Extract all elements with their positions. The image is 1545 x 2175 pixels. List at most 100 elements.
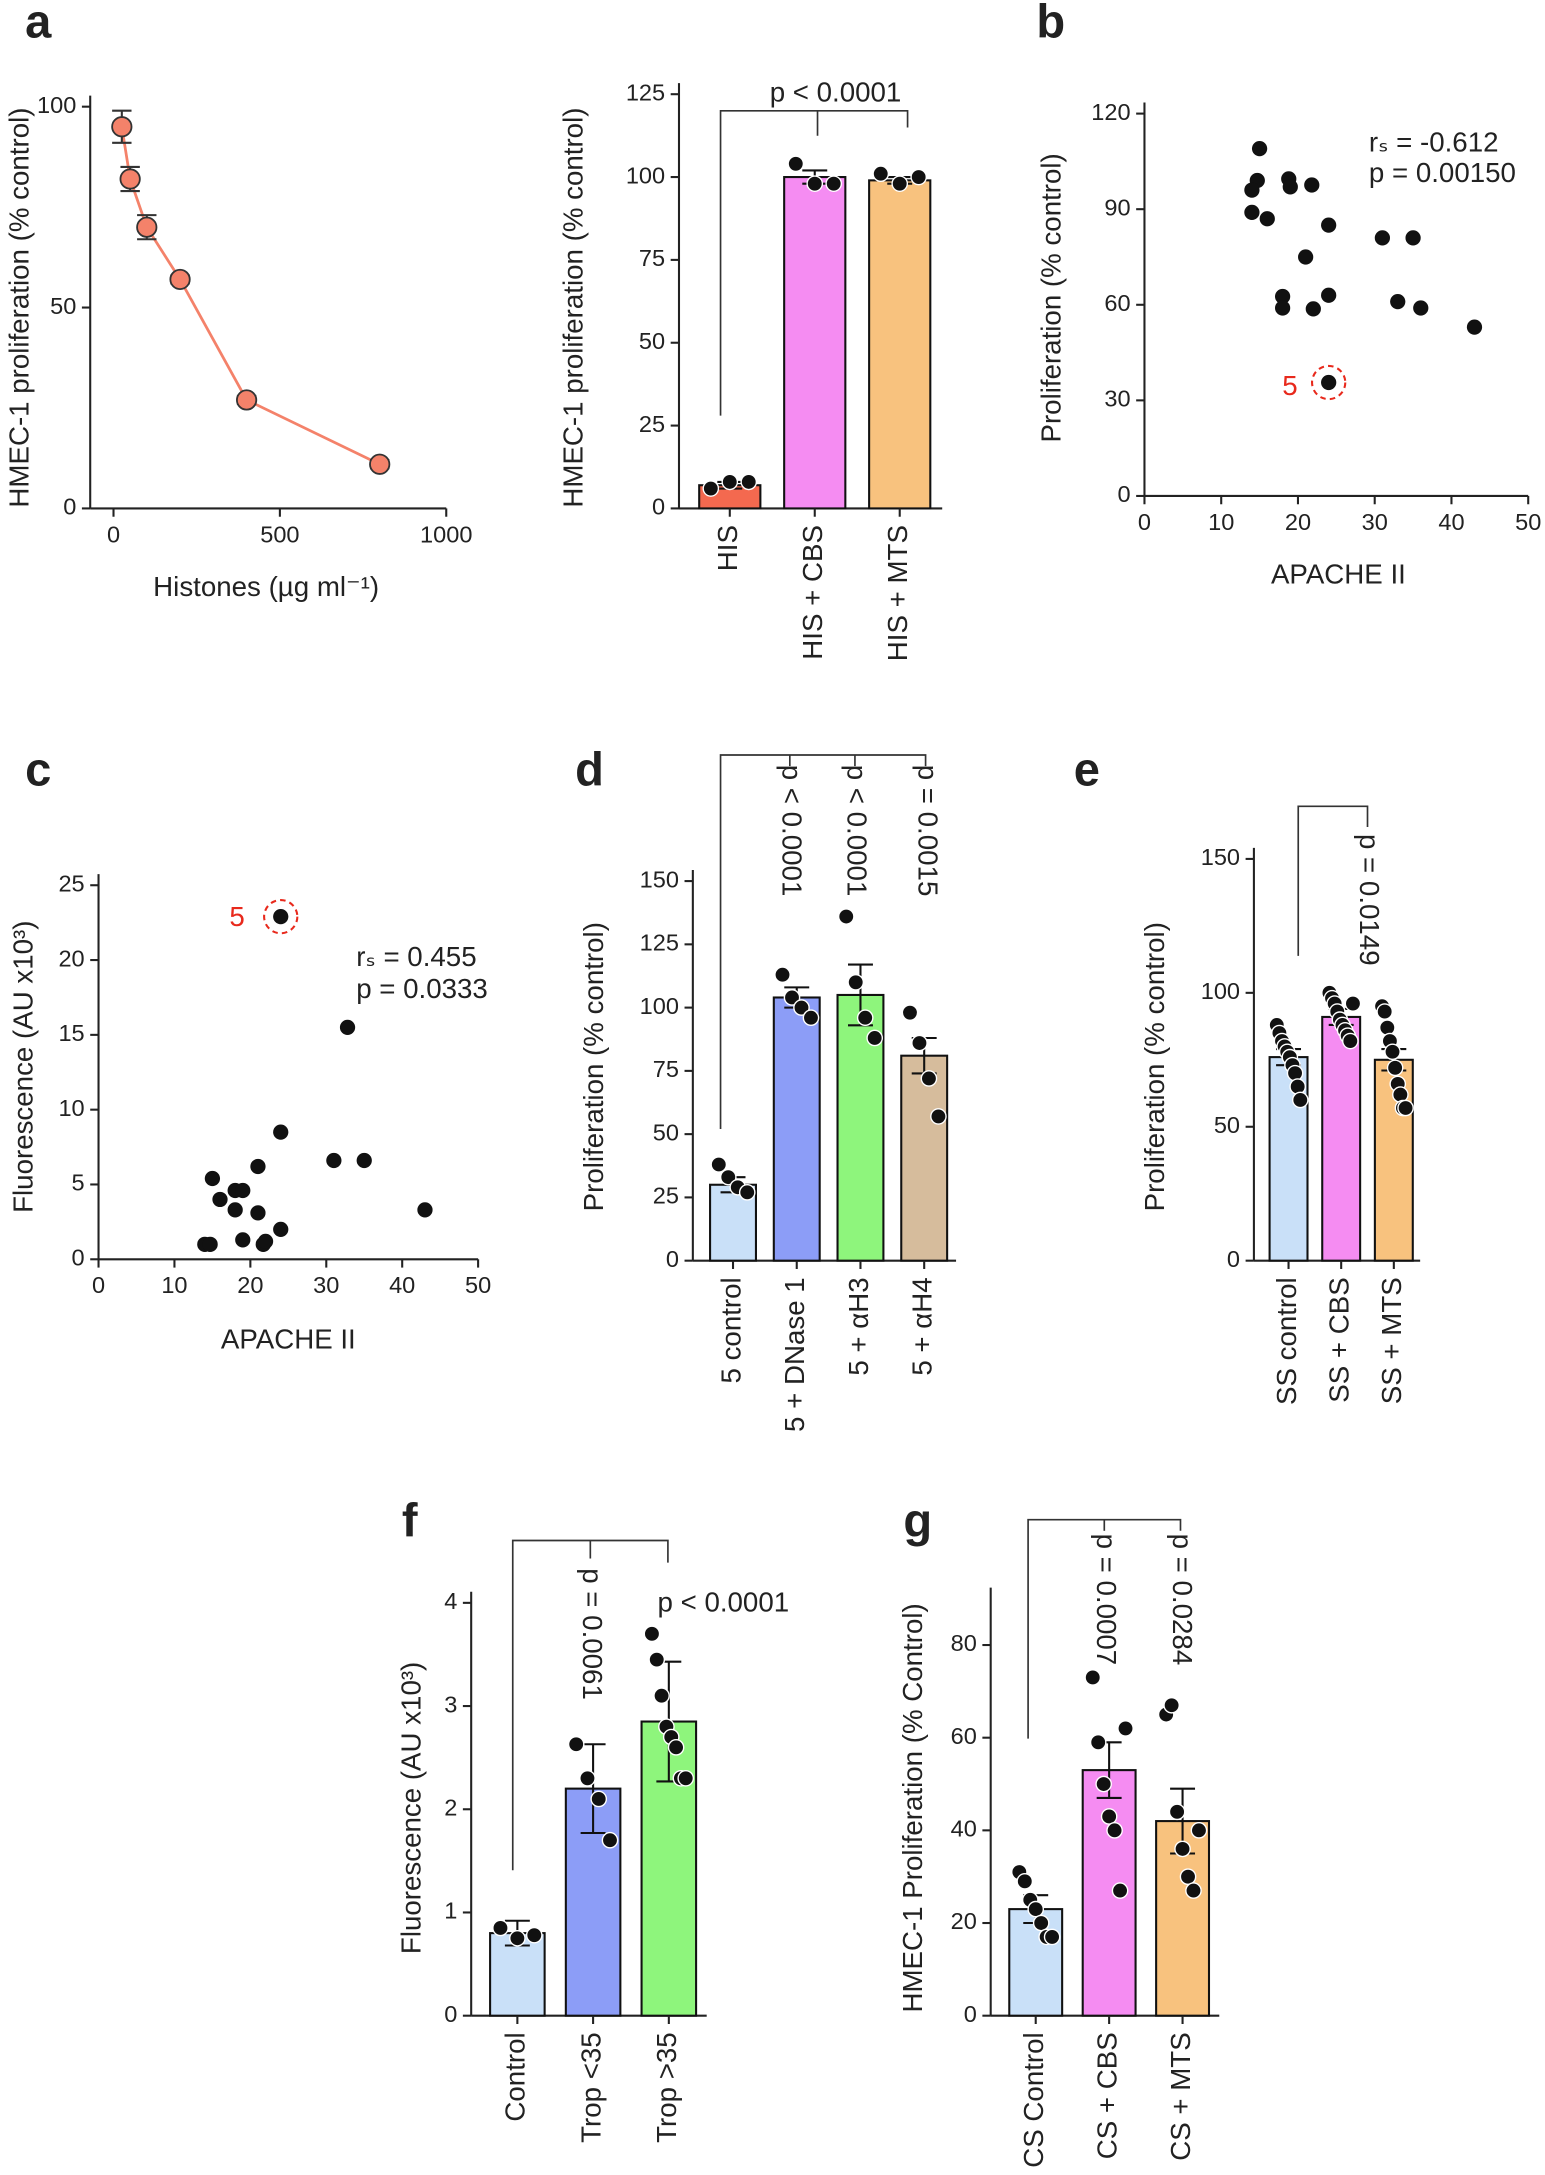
x-tick-label: 20 xyxy=(237,1272,263,1298)
annotation: p < 0.0001 xyxy=(777,765,808,897)
data-point xyxy=(1163,1696,1180,1714)
data-point xyxy=(326,1152,342,1169)
x-tick-label: 40 xyxy=(1438,509,1464,535)
data-point xyxy=(601,1831,619,1849)
x-tick-label: Trop <35 xyxy=(575,2032,606,2143)
y-tick-label: 0 xyxy=(652,494,665,520)
data-point xyxy=(111,116,133,138)
annotation: 5 xyxy=(1282,370,1297,401)
bar xyxy=(900,1054,949,1262)
y-tick-label: 25 xyxy=(653,1183,679,1209)
y-axis-label: Fluorescence (AU x10³) xyxy=(395,1662,426,1954)
chart-panel: e Proliferation (% control) 0 50 100 150 p = 0… xyxy=(1074,742,1421,1405)
annotation: p < 0.0001 xyxy=(657,1587,789,1618)
y-tick-label: 0 xyxy=(1118,481,1131,507)
data-point xyxy=(1289,1078,1306,1095)
data-point xyxy=(1282,179,1298,195)
data-point xyxy=(1190,1822,1208,1839)
data-point xyxy=(738,1184,756,1201)
data-point xyxy=(721,473,739,491)
data-point xyxy=(169,268,191,291)
x-tick-label: 1000 xyxy=(420,521,472,547)
y-tick-label: 10 xyxy=(58,1095,84,1121)
x-axis-label: Histones (µg ml⁻¹) xyxy=(153,571,379,602)
annotation: p = 0.0284 xyxy=(1167,1534,1198,1666)
data-point xyxy=(1413,300,1429,316)
y-tick-label: 75 xyxy=(653,1056,679,1082)
x-tick-label: 5 control xyxy=(715,1277,746,1383)
x-tick-label: 10 xyxy=(161,1272,187,1298)
data-point xyxy=(1111,1882,1129,1899)
bar xyxy=(868,179,932,510)
x-axis-label: APACHE II xyxy=(221,1323,356,1354)
data-line xyxy=(120,126,381,466)
y-tick-label: 40 xyxy=(951,1816,977,1842)
data-point xyxy=(250,1158,266,1175)
data-point xyxy=(1106,1822,1123,1839)
data-point xyxy=(1390,293,1406,310)
data-point xyxy=(911,1034,928,1052)
annotation: p = 0.0007 xyxy=(1091,1534,1122,1666)
data-point xyxy=(930,1108,947,1125)
data-point xyxy=(677,1769,695,1787)
data-point xyxy=(1305,301,1321,317)
data-point xyxy=(1117,1720,1134,1737)
y-tick-label: 100 xyxy=(37,92,76,118)
data-point xyxy=(136,216,158,238)
data-point xyxy=(856,1009,874,1027)
x-tick-label: HIS + MTS xyxy=(882,525,913,661)
y-axis-label: Fluorescence (AU x10³) xyxy=(7,921,38,1213)
data-point xyxy=(1384,1043,1401,1061)
data-point xyxy=(1185,1882,1202,1899)
data-point xyxy=(1095,1775,1112,1793)
bracket xyxy=(719,109,909,416)
y-axis-label: Proliferation (% control) xyxy=(1139,922,1170,1211)
data-point xyxy=(1304,177,1320,193)
data-point xyxy=(1321,287,1337,303)
data-point xyxy=(1344,995,1362,1012)
x-tick-label: 40 xyxy=(389,1272,415,1298)
data-point xyxy=(1466,319,1483,335)
y-tick-label: 50 xyxy=(639,328,665,354)
chart-panel: f Fluorescence (AU x10³) 0 1 2 3 4 p = 0.0061 p … xyxy=(395,1493,789,2143)
y-tick-label: 5 xyxy=(72,1170,85,1196)
x-tick-label: 0 xyxy=(1138,509,1151,535)
data-point xyxy=(417,1202,433,1218)
y-tick-label: 90 xyxy=(1104,194,1130,220)
y-tick-label: 125 xyxy=(626,79,665,105)
data-point xyxy=(847,973,865,991)
data-point xyxy=(273,1124,289,1140)
bar xyxy=(1321,1015,1362,1262)
data-point xyxy=(667,1739,685,1756)
data-point xyxy=(653,1687,670,1705)
data-point xyxy=(525,1926,543,1944)
x-tick-label: 0 xyxy=(92,1272,105,1298)
data-point xyxy=(235,1182,251,1199)
chart-panel: a HMEC-1 proliferation (% control) Histone… xyxy=(3,0,472,602)
data-point xyxy=(1274,300,1291,316)
x-tick-label: 5 + DNase 1 xyxy=(779,1277,810,1432)
chart-panel: g HMEC-1 Proliferation (% Control) 0 20 40 60… xyxy=(897,1493,1220,2168)
annotation: p = 0.0333 xyxy=(356,973,488,1004)
data-point xyxy=(1089,1734,1107,1751)
data-point xyxy=(1168,1803,1186,1821)
x-tick-label: CS Control xyxy=(1018,2032,1049,2167)
error-bar xyxy=(580,1743,606,1835)
x-tick-label: SS control xyxy=(1271,1277,1302,1405)
y-tick-label: 100 xyxy=(626,162,665,188)
y-tick-label: 50 xyxy=(1214,1112,1240,1138)
data-point xyxy=(567,1735,585,1753)
y-tick-label: 20 xyxy=(951,1908,977,1934)
panel-letter: f xyxy=(402,1493,418,1546)
y-tick-label: 80 xyxy=(951,1630,977,1656)
y-tick-label: 0 xyxy=(444,2001,457,2027)
y-tick-label: 0 xyxy=(964,2001,977,2027)
data-point xyxy=(492,1919,509,1937)
data-point xyxy=(643,1625,661,1643)
data-point xyxy=(1174,1840,1191,1858)
annotation: p < 0.0001 xyxy=(842,765,873,897)
y-tick-label: 20 xyxy=(58,945,84,971)
y-axis-label: HMEC-1 Proliferation (% Control) xyxy=(897,1603,928,2012)
annotation: p < 0.0001 xyxy=(770,77,902,108)
